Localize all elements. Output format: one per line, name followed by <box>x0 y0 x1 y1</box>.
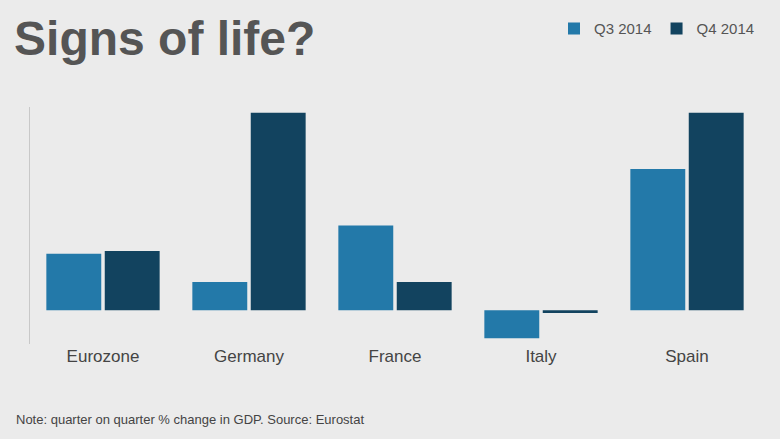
svg-text:Italy: Italy <box>525 347 557 366</box>
svg-text:France: France <box>369 347 422 366</box>
svg-text:Eurozone: Eurozone <box>67 347 140 366</box>
svg-text:Note: quarter on quarter % cha: Note: quarter on quarter % change in GDP… <box>16 412 364 427</box>
svg-text:Q4 2014: Q4 2014 <box>697 20 755 37</box>
svg-text:Spain: Spain <box>665 347 708 366</box>
svg-text:Q3 2014: Q3 2014 <box>594 20 652 37</box>
svg-text:Signs of life?: Signs of life? <box>14 12 315 65</box>
svg-text:Germany: Germany <box>214 347 284 366</box>
